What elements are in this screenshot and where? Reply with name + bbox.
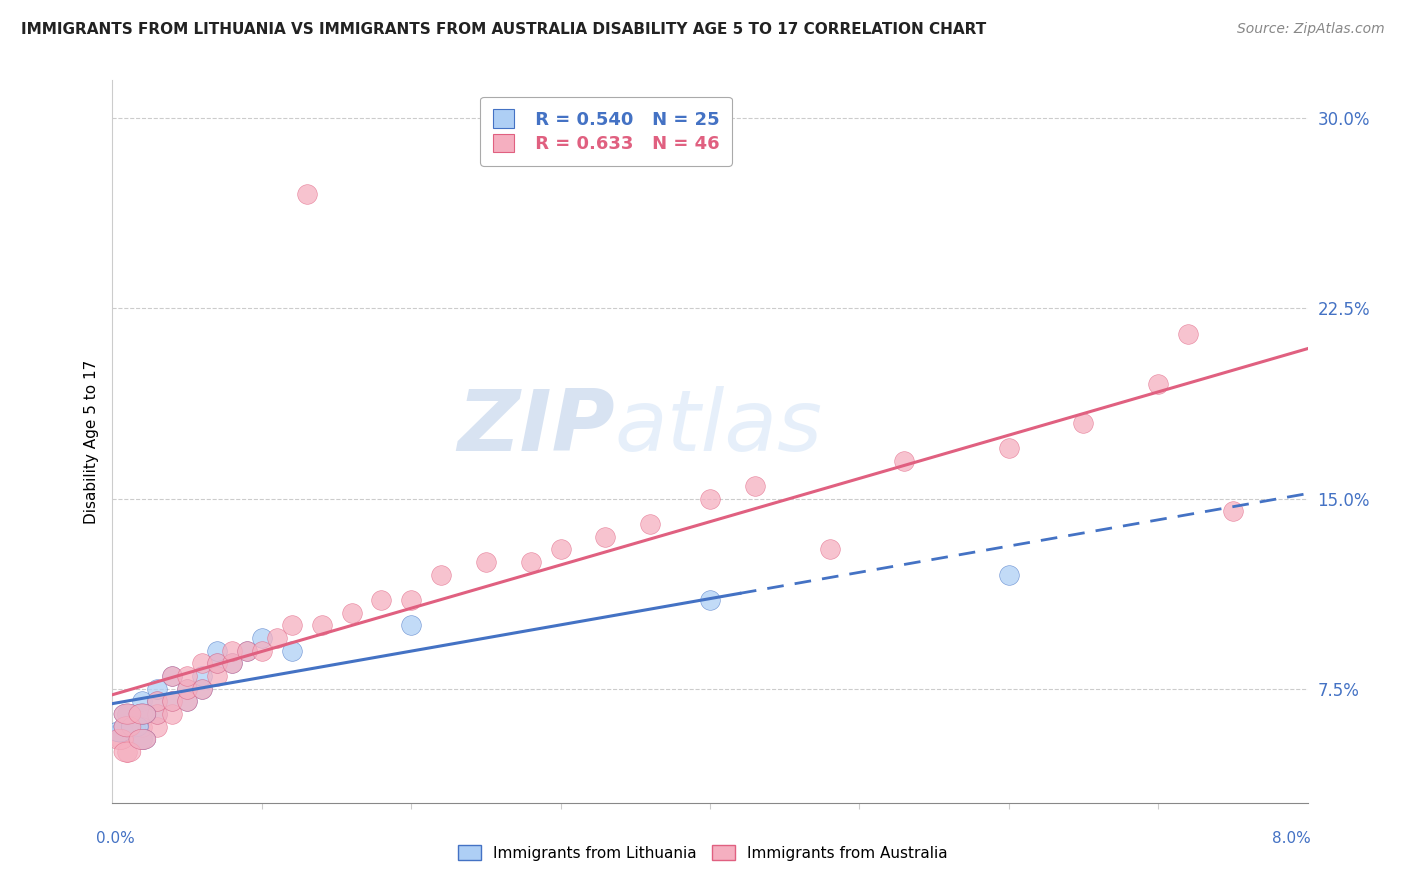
Ellipse shape — [114, 716, 141, 737]
Ellipse shape — [121, 716, 149, 737]
Point — [1177, 326, 1199, 341]
Point — [176, 681, 198, 696]
Point — [295, 187, 318, 202]
Point — [146, 694, 169, 708]
Text: Source: ZipAtlas.com: Source: ZipAtlas.com — [1237, 22, 1385, 37]
Text: ZIP: ZIP — [457, 385, 614, 468]
Ellipse shape — [107, 730, 134, 749]
Point — [1073, 416, 1095, 430]
Point — [176, 669, 198, 683]
Point — [131, 732, 153, 747]
Point — [266, 631, 288, 645]
Point — [221, 657, 243, 671]
Point — [699, 593, 721, 607]
Point — [191, 681, 214, 696]
Point — [162, 694, 183, 708]
Point — [1147, 377, 1170, 392]
Point — [520, 555, 543, 569]
Point — [699, 491, 721, 506]
Point — [236, 643, 259, 657]
Point — [117, 707, 139, 722]
Point — [131, 694, 153, 708]
Text: IMMIGRANTS FROM LITHUANIA VS IMMIGRANTS FROM AUSTRALIA DISABILITY AGE 5 TO 17 CO: IMMIGRANTS FROM LITHUANIA VS IMMIGRANTS … — [21, 22, 987, 37]
Point — [205, 669, 228, 683]
Ellipse shape — [114, 704, 141, 724]
Point — [205, 657, 228, 671]
Point — [146, 681, 169, 696]
Point — [146, 707, 169, 722]
Point — [108, 732, 131, 747]
Point — [221, 657, 243, 671]
Point — [281, 618, 304, 632]
Y-axis label: Disability Age 5 to 17: Disability Age 5 to 17 — [83, 359, 98, 524]
Text: 0.0%: 0.0% — [96, 831, 135, 846]
Point — [595, 530, 617, 544]
Point — [117, 745, 139, 759]
Point — [475, 555, 498, 569]
Point — [430, 567, 453, 582]
Point — [176, 681, 198, 696]
Point — [162, 669, 183, 683]
Point — [162, 669, 183, 683]
Point — [108, 724, 131, 739]
Ellipse shape — [129, 704, 156, 724]
Point — [117, 720, 139, 734]
Point — [744, 479, 766, 493]
Ellipse shape — [114, 742, 141, 763]
Point — [340, 606, 363, 620]
Point — [401, 618, 423, 632]
Point — [818, 542, 841, 557]
Point — [124, 720, 146, 734]
Point — [191, 681, 214, 696]
Point — [176, 694, 198, 708]
Point — [401, 593, 423, 607]
Legend: Immigrants from Lithuania, Immigrants from Australia: Immigrants from Lithuania, Immigrants fr… — [450, 837, 956, 868]
Point — [205, 643, 228, 657]
Point — [162, 694, 183, 708]
Point — [131, 732, 153, 747]
Point — [117, 720, 139, 734]
Ellipse shape — [129, 704, 156, 724]
Ellipse shape — [129, 730, 156, 749]
Point — [281, 643, 304, 657]
Point — [131, 707, 153, 722]
Ellipse shape — [114, 704, 141, 724]
Point — [117, 707, 139, 722]
Ellipse shape — [107, 722, 134, 742]
Point — [146, 720, 169, 734]
Point — [131, 707, 153, 722]
Point — [1222, 504, 1244, 518]
Point — [146, 707, 169, 722]
Point — [550, 542, 572, 557]
Point — [191, 669, 214, 683]
Point — [205, 657, 228, 671]
Ellipse shape — [129, 730, 156, 749]
Point — [221, 643, 243, 657]
Point — [146, 694, 169, 708]
Ellipse shape — [114, 716, 141, 737]
Point — [191, 657, 214, 671]
Point — [998, 567, 1021, 582]
Legend:  R = 0.540   N = 25,  R = 0.633   N = 46: R = 0.540 N = 25, R = 0.633 N = 46 — [479, 96, 733, 166]
Point — [893, 453, 915, 467]
Point — [131, 720, 153, 734]
Point — [176, 694, 198, 708]
Point — [162, 707, 183, 722]
Point — [250, 631, 273, 645]
Point — [998, 441, 1021, 455]
Point — [311, 618, 333, 632]
Text: 8.0%: 8.0% — [1271, 831, 1310, 846]
Text: atlas: atlas — [614, 385, 823, 468]
Point — [640, 516, 662, 531]
Point — [236, 643, 259, 657]
Point — [250, 643, 273, 657]
Point — [370, 593, 392, 607]
